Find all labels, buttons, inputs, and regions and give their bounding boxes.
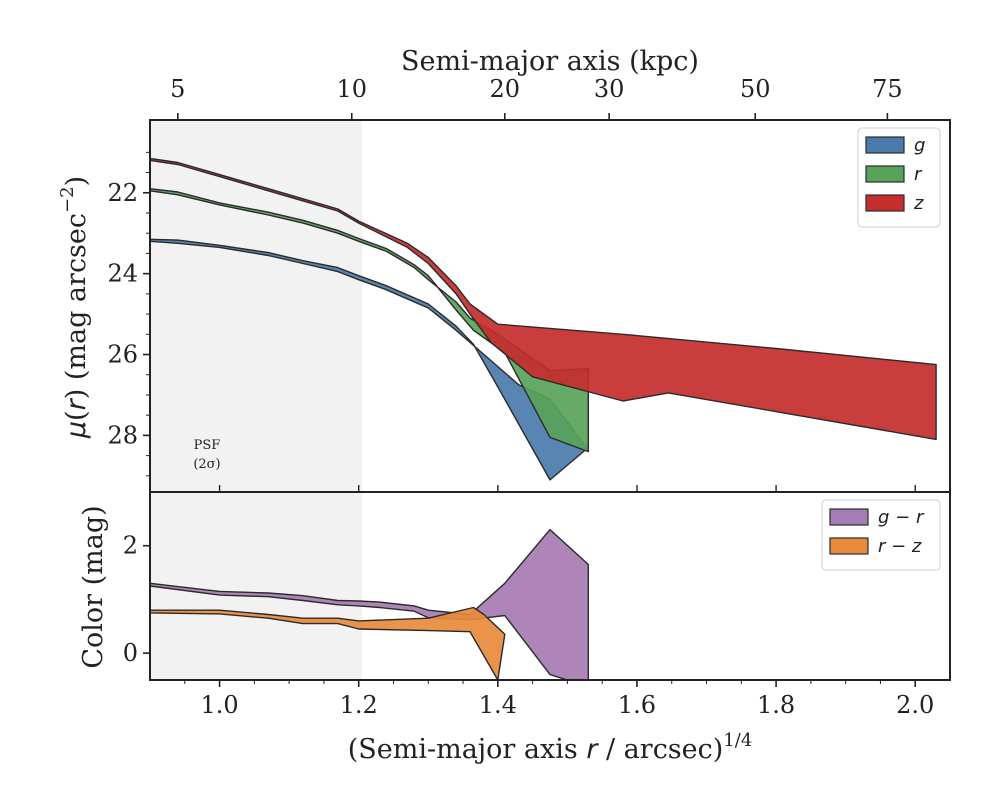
x-tick-label: 1.4 <box>479 691 517 719</box>
y-tick-label: 22 <box>107 179 138 207</box>
y-tick-label: 2 <box>123 532 138 560</box>
top-kpc-ticks: 5 10 20 30 50 75 <box>170 75 903 120</box>
area-z <box>150 157 937 441</box>
legend-swatch-g <box>865 136 905 154</box>
psf-shaded-region-bottom <box>150 492 363 680</box>
legend-swatch-r-z <box>829 537 869 555</box>
color-areas <box>150 528 589 680</box>
psf-label: PSF <box>194 438 221 453</box>
surface-brightness-areas <box>150 157 937 481</box>
legend-label-r-z: r − z <box>878 536 922 557</box>
top-y-ticks: 22 24 26 28 <box>107 151 150 477</box>
bottom-y-ticks: 02 <box>123 532 150 667</box>
x-tick-label: 1.0 <box>200 691 238 719</box>
bottom-x-ticks: 1.0 1.2 1.4 1.6 1.8 2.0 <box>184 680 934 719</box>
kpc-tick-label: 30 <box>594 75 625 103</box>
kpc-tick-label: 20 <box>490 75 521 103</box>
legend-label-r: r <box>914 164 923 185</box>
kpc-tick-label: 75 <box>872 75 903 103</box>
color-panel: 02 1.0 1.2 1.4 1.6 1.8 2.0 Color (mag) (Semi-… <box>78 491 951 765</box>
top-legend: grz <box>857 127 941 228</box>
bottom-panel-frame <box>149 491 951 681</box>
bottom-legend: g − r r − z <box>821 499 941 571</box>
y-tick-label: 0 <box>123 639 138 667</box>
kpc-tick-label: 5 <box>170 75 185 103</box>
bottom-x-axis-label: (Semi-major axis r / arcsec)1/4 <box>348 730 753 765</box>
psf-sigma-label: (2σ) <box>193 457 220 472</box>
area-r-z <box>150 606 506 680</box>
y-tick-label: 28 <box>107 421 138 449</box>
legend-swatch-r <box>865 165 905 183</box>
legend-label-g-r: g − r <box>878 507 925 528</box>
x-tick-label: 1.6 <box>618 691 656 719</box>
legend-label-g: g <box>914 135 925 156</box>
x-tick-label: 1.8 <box>757 691 795 719</box>
top-y-axis-label: μ(r) (mag arcsec−2) <box>57 176 92 439</box>
legend-swatch-z <box>865 194 905 212</box>
top-x-axis-label: Semi-major axis (kpc) <box>401 46 699 77</box>
top-bottom-minor-ticks <box>218 485 916 492</box>
y-tick-label: 26 <box>107 341 138 369</box>
kpc-tick-label: 50 <box>740 75 771 103</box>
legend-swatch-g-r <box>829 508 869 526</box>
bottom-y-axis-label: Color (mag) <box>78 505 109 668</box>
x-tick-label: 2.0 <box>896 691 934 719</box>
psf-shaded-region <box>150 120 363 492</box>
x-tick-label: 1.2 <box>340 691 378 719</box>
y-tick-label: 24 <box>107 260 138 288</box>
legend-label-z: z <box>913 193 924 214</box>
area-r <box>150 187 589 453</box>
surface-brightness-panel: 22 24 26 28 5 10 20 30 50 75 Semi-major axis (kp… <box>57 46 951 493</box>
area-g-r <box>150 528 589 680</box>
kpc-tick-label: 10 <box>336 75 367 103</box>
